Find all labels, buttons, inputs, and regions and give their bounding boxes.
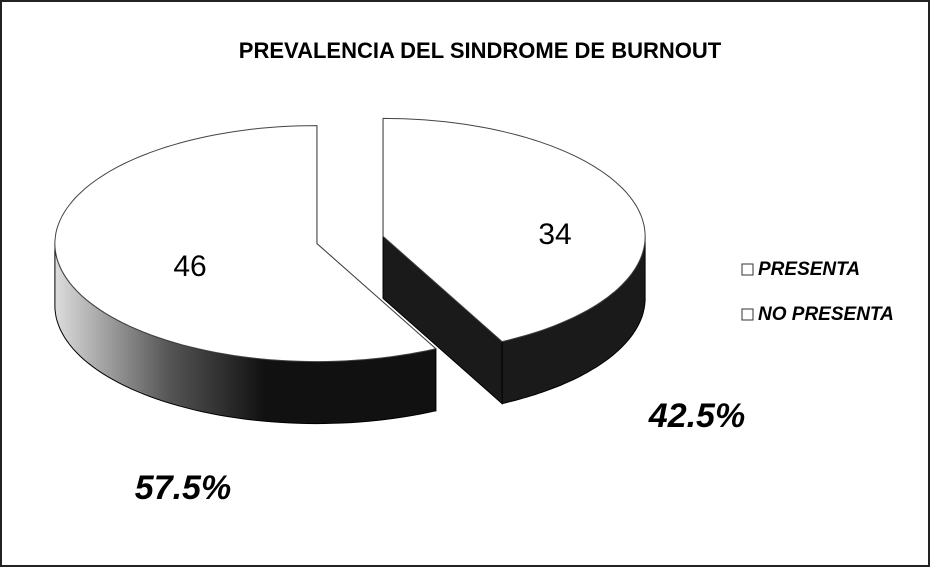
- percent-label: 42.5%: [648, 397, 745, 435]
- slice: [54, 125, 437, 363]
- legend-label: PRESENTA: [758, 259, 860, 280]
- legend-swatch: [741, 263, 754, 276]
- data-label: 34: [538, 218, 571, 251]
- percent-label: 57.5%: [135, 469, 231, 507]
- data-label: 46: [173, 250, 206, 283]
- legend-swatch: [741, 308, 754, 321]
- chart-title: PREVALENCIA DEL SINDROME DE BURNOUT: [239, 38, 722, 63]
- legend-label: NO PRESENTA: [758, 304, 894, 325]
- slice: [382, 117, 646, 343]
